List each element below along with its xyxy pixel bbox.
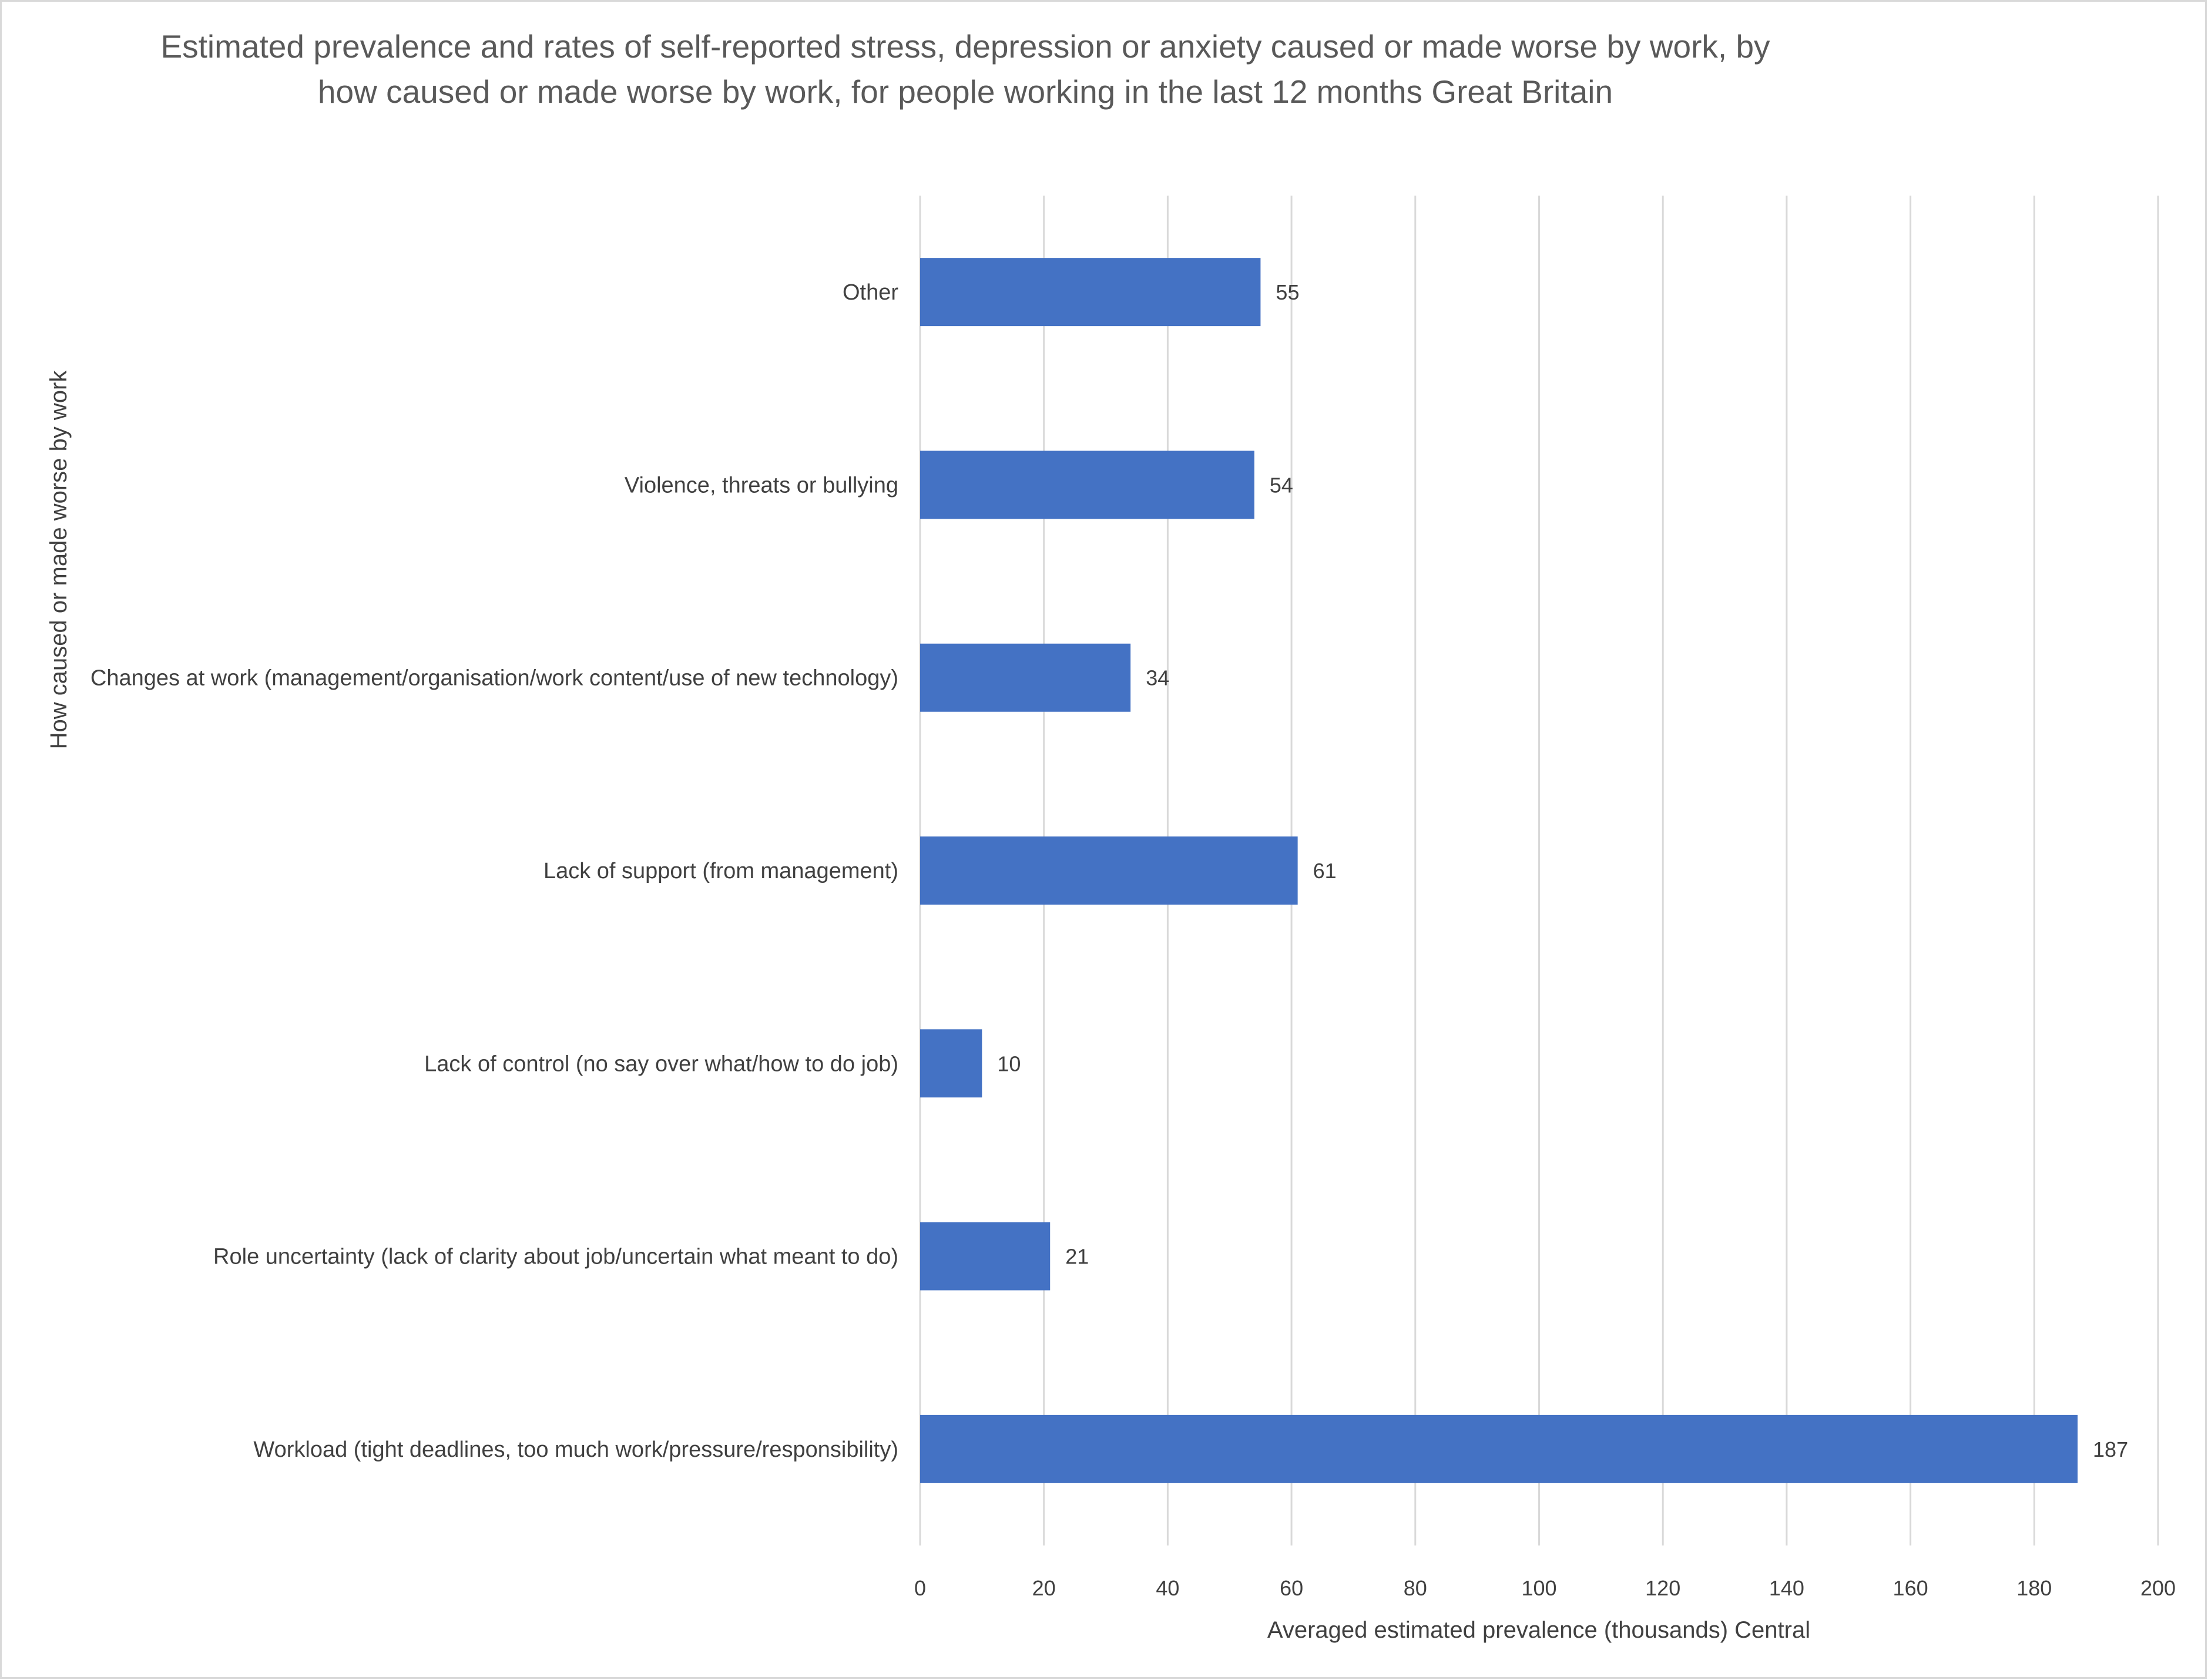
gridlines bbox=[919, 196, 2159, 1545]
data-label: 34 bbox=[1146, 666, 1169, 690]
data-label: 21 bbox=[1065, 1245, 1089, 1269]
x-tick-label: 160 bbox=[1893, 1576, 1928, 1600]
x-tick-label: 80 bbox=[1404, 1576, 1427, 1600]
bar bbox=[920, 258, 1261, 327]
x-tick-labels: 0 20 40 60 80 100 120 140 160 180 200 bbox=[914, 1576, 2176, 1600]
x-tick-label: 60 bbox=[1280, 1576, 1303, 1600]
category-labels: Other Violence, threats or bullying Change… bbox=[90, 280, 898, 1462]
bar bbox=[920, 643, 1131, 712]
bar bbox=[920, 1029, 982, 1098]
chart-title-line-1: Estimated prevalence and rates of self-r… bbox=[160, 28, 1770, 65]
data-label: 10 bbox=[997, 1051, 1021, 1076]
x-tick-label: 20 bbox=[1032, 1576, 1056, 1600]
category-label: Lack of support (from management) bbox=[543, 859, 898, 883]
category-label: Changes at work (management/organisation… bbox=[90, 666, 898, 691]
chart-title-line-2: how caused or made worse by work, for pe… bbox=[318, 73, 1613, 110]
x-tick-label: 120 bbox=[1645, 1576, 1680, 1600]
category-label: Lack of control (no say over what/how to… bbox=[424, 1051, 898, 1076]
y-axis-title: How caused or made worse by work bbox=[46, 370, 72, 750]
category-label: Violence, threats or bullying bbox=[625, 473, 898, 498]
bar bbox=[920, 1222, 1051, 1291]
bars bbox=[920, 258, 2078, 1483]
category-label: Workload (tight deadlines, too much work… bbox=[253, 1437, 898, 1462]
data-label: 54 bbox=[1270, 473, 1293, 497]
data-label: 187 bbox=[2093, 1437, 2128, 1461]
x-tick-label: 40 bbox=[1156, 1576, 1179, 1600]
data-labels: 55 54 34 61 10 21 187 bbox=[997, 280, 2128, 1461]
data-label: 55 bbox=[1276, 280, 1299, 304]
x-tick-label: 180 bbox=[2016, 1576, 2052, 1600]
x-tick-label: 0 bbox=[914, 1576, 926, 1600]
data-label: 61 bbox=[1313, 859, 1337, 883]
x-tick-label: 200 bbox=[2140, 1576, 2176, 1600]
bar bbox=[920, 1414, 2078, 1483]
category-label: Role uncertainty (lack of clarity about … bbox=[213, 1245, 898, 1269]
chart-title: Estimated prevalence and rates of self-r… bbox=[160, 28, 1770, 110]
x-tick-label: 100 bbox=[1521, 1576, 1556, 1600]
x-tick-label: 140 bbox=[1769, 1576, 1804, 1600]
bar bbox=[920, 451, 1254, 519]
bar bbox=[920, 836, 1298, 905]
category-label: Other bbox=[843, 280, 898, 305]
x-axis-title: Averaged estimated prevalence (thousands… bbox=[1267, 1617, 1810, 1643]
